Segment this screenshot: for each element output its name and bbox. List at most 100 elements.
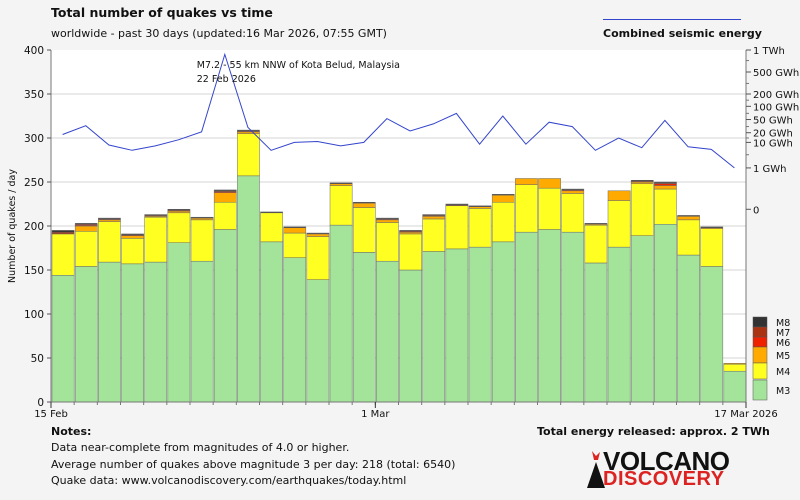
bar-segment-m4 (144, 216, 168, 263)
bar-segment-m8 (283, 226, 307, 229)
x-tick-label: 15 Feb (34, 409, 68, 420)
bar-segment-m4 (422, 218, 446, 252)
bar-segment-m4 (399, 233, 422, 271)
bar-segment-m8 (98, 217, 121, 220)
bar-segment-m4 (491, 201, 515, 243)
quake-chart: 0 50 100 150 200 250 300 350 400 Number of quakes… (7, 45, 799, 420)
bar-segment-m3 (329, 224, 353, 403)
bar-segment-m4 (167, 212, 191, 243)
note-average: Average number of quakes above magnitude… (51, 458, 456, 471)
bar-segment-m4 (213, 201, 237, 230)
right-tick-label: 50 GWh (753, 116, 793, 127)
bar-segment-m5 (237, 131, 260, 134)
bar-segment-m3 (468, 246, 492, 403)
right-tick-label: 10 GWh (753, 138, 793, 149)
right-tick-label: 100 GWh (753, 102, 799, 113)
bar-segment-m8 (654, 181, 677, 184)
bar-segment-m3 (607, 246, 631, 403)
legend-label-m3: M3 (776, 386, 790, 397)
bar-segment-m5 (515, 178, 538, 185)
bar-segment-m4 (74, 231, 98, 267)
bar-segment-m3 (584, 262, 608, 403)
legend-swatch-m6 (752, 336, 768, 348)
bar-segment-m4 (237, 133, 260, 177)
bar-segment-m3 (121, 263, 144, 403)
legend-swatch-m7 (752, 326, 768, 338)
bar-segment-m3 (515, 231, 538, 403)
bar-segment-m3 (213, 229, 237, 403)
y-tick-label: 0 (37, 397, 44, 409)
bar-segment-m5 (306, 233, 330, 237)
bar-segment-m5 (654, 185, 677, 190)
bar-segment-m4 (190, 219, 214, 262)
bar-segment-m8 (237, 129, 260, 132)
volcano-icon (587, 451, 605, 488)
bar-segment-m5 (121, 235, 144, 239)
bar-segment-m8 (167, 209, 191, 211)
bar-segment-m3 (376, 260, 399, 403)
note-completeness: Data near-complete from magnitudes of 4.… (51, 441, 350, 454)
bar-segment-m3 (98, 261, 121, 403)
bar-segment-m5 (167, 210, 191, 214)
note-source: Quake data: www.volcanodiscovery.com/ear… (51, 474, 407, 487)
bar-segment-m3 (283, 257, 307, 403)
bar-segment-m3 (723, 370, 747, 403)
bar-segment-m5 (422, 216, 446, 220)
bar-segment-m5 (98, 219, 121, 222)
bar-segment-m7 (51, 231, 75, 235)
bar-segment-m5 (538, 178, 561, 189)
bar-segment-m8 (584, 223, 608, 225)
bar-segment-m4 (260, 212, 283, 243)
logo-text-volcano: VOLCANO (603, 446, 730, 476)
bar-segment-m5 (352, 202, 376, 208)
bar-segment-m3 (260, 241, 283, 403)
y-tick-label: 50 (31, 353, 44, 365)
bar-segment-m4 (121, 238, 144, 265)
right-tick-label: 0 (753, 205, 759, 216)
right-tick-label: 1 TWh (753, 46, 785, 57)
bar-segment-m4 (515, 184, 538, 233)
annotation-date: 22 Feb 2026 (197, 74, 256, 85)
legend-swatch-m3 (752, 379, 768, 401)
y-axis-label: Number of quakes / day (7, 169, 18, 283)
bar-segment-m5 (376, 219, 399, 223)
bar-segment-m5 (561, 190, 585, 194)
x-tick-label: 17 Mar 2026 (714, 409, 777, 420)
bar-segment-m5 (491, 194, 515, 203)
bar-segment-m4 (445, 205, 469, 250)
bar-segment-m8 (329, 182, 353, 185)
bar-segment-m4 (329, 185, 353, 226)
bar-segment-m4 (98, 221, 121, 263)
bar-segment-m5 (399, 231, 422, 235)
bar-segment-m4 (306, 236, 330, 280)
bar-segment-m3 (677, 254, 700, 403)
volcano-discovery-logo[interactable]: VOLCANO DISCOVERY (585, 446, 735, 490)
bar-segment-m3 (51, 275, 75, 403)
bar-segment-m8 (144, 214, 168, 216)
bar-segment-m8 (491, 194, 515, 196)
bar-segment-m4 (607, 200, 631, 248)
bar-segment-m3 (399, 269, 422, 403)
bar-segment-m3 (306, 279, 330, 403)
bar-segment-m5 (329, 183, 353, 186)
bar-segment-m3 (190, 260, 214, 403)
right-tick-label: 200 GWh (753, 90, 799, 101)
energy-legend-label: Combined seismic energy (603, 27, 762, 40)
legend-label-m5: M5 (776, 351, 790, 362)
energy-legend-line (603, 19, 741, 20)
bar-segment-m4 (468, 208, 492, 248)
bar-segment-m8 (190, 216, 214, 219)
bar-segment-m8 (630, 179, 654, 182)
bar-segment-m8 (260, 211, 283, 214)
legend-label-m4: M4 (776, 367, 790, 378)
bar-segment-m8 (700, 226, 724, 229)
bar-segment-m3 (491, 241, 515, 403)
bar-segment-m3 (74, 266, 98, 403)
annotation-event: M7.2 - 55 km NNW of Kota Belud, Malaysia (197, 60, 400, 71)
bar-segment-m3 (167, 242, 191, 403)
bar-segment-m4 (538, 187, 561, 230)
bar-segment-m3 (700, 266, 724, 403)
bar-segment-m4 (723, 363, 747, 372)
bar-segment-m4 (376, 222, 399, 262)
bar-segment-m3 (538, 229, 561, 403)
